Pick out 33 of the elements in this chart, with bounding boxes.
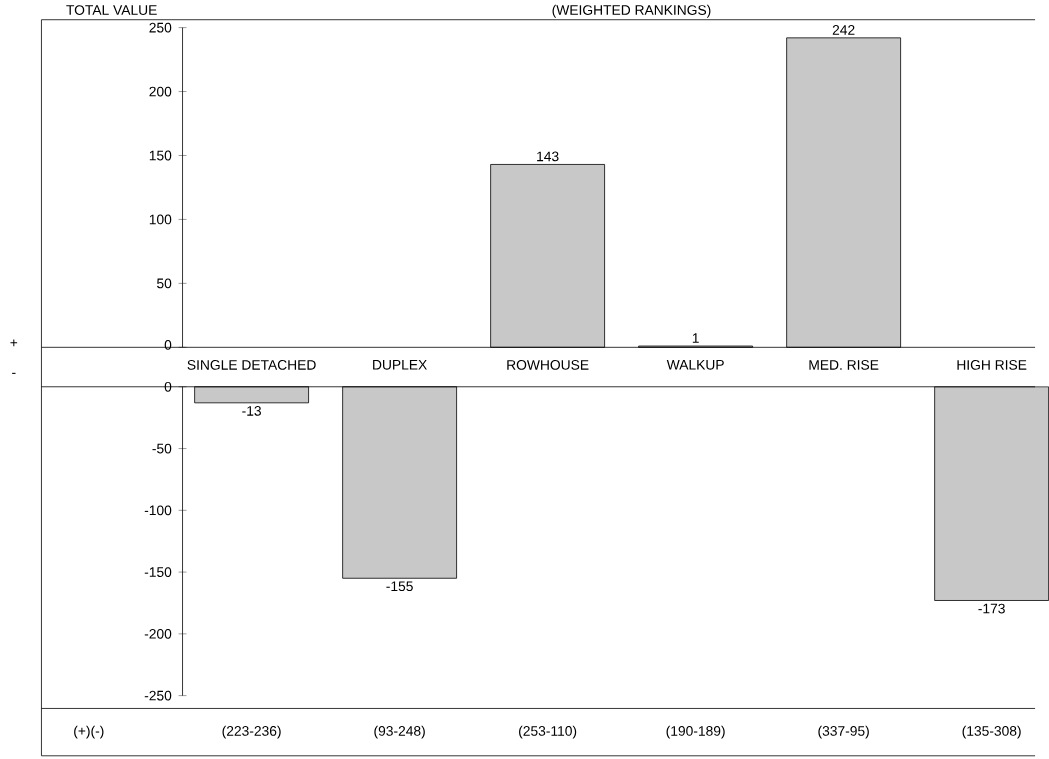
y-tick-label: -100: [144, 505, 172, 516]
y-tick-label: -200: [144, 629, 172, 639]
y-axis-title: TOTAL VALUE: [66, 5, 157, 16]
text: (190-189): [666, 725, 725, 739]
y-tick-label: 250: [149, 22, 172, 33]
y-tick-label: 150: [149, 150, 172, 161]
data-label: -13: [242, 406, 261, 416]
x-tick-label: WALKUP: [666, 360, 724, 370]
data-label: 242: [832, 25, 855, 35]
text: (223-236): [222, 725, 281, 739]
text: (337-95): [818, 725, 869, 739]
chart-title: (WEIGHTED RANKINGS): [552, 4, 711, 18]
text: (253-110): [519, 725, 577, 739]
data-label: 1: [692, 333, 699, 343]
y-tick-label: 200: [149, 86, 172, 97]
text: (93-248): [374, 725, 425, 739]
y-tick-label: -250: [144, 690, 172, 701]
x-tick-label: HIGH RISE: [957, 360, 1027, 370]
y-tick-label: 50: [157, 278, 172, 289]
data-label: -155: [386, 581, 413, 592]
y-tick-label: -50: [152, 443, 172, 454]
data-label: 143: [537, 151, 559, 162]
text: +: [10, 339, 18, 347]
x-tick-label: DUPLEX: [373, 360, 427, 370]
text: (+)(-): [74, 725, 104, 739]
text: (135-308): [962, 725, 1021, 739]
text: -: [12, 372, 16, 375]
x-tick-label: ROWHOUSE: [507, 360, 589, 370]
y-tick-label: -150: [144, 567, 172, 578]
y-tick-label: 100: [149, 214, 172, 225]
x-tick-label: MED. RISE: [809, 360, 879, 370]
data-label: -173: [978, 603, 1005, 614]
x-tick-label: SINGLE DETACHED: [187, 360, 316, 370]
